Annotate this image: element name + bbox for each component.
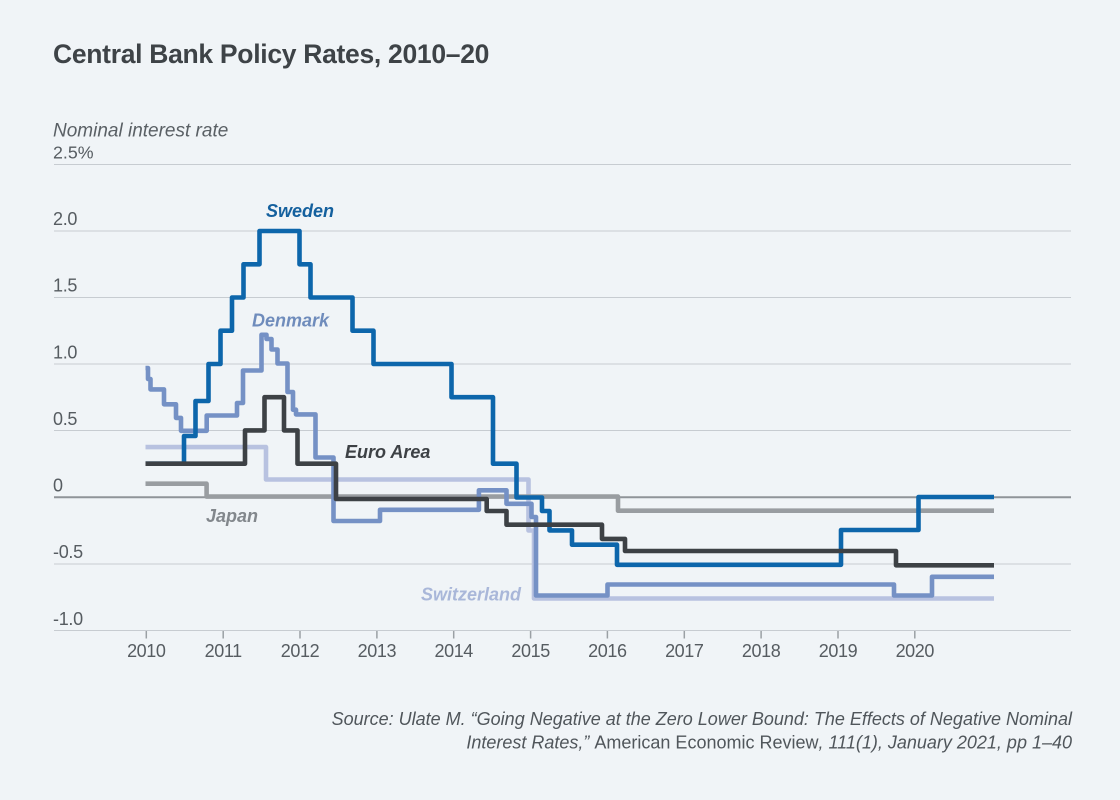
svg-text:Nominal interest rate: Nominal interest rate <box>53 121 228 142</box>
svg-text:-1.0: -1.0 <box>53 609 83 629</box>
svg-text:2010: 2010 <box>127 641 166 661</box>
svg-text:2.5%: 2.5% <box>53 142 94 162</box>
svg-text:1.5: 1.5 <box>53 276 77 296</box>
svg-text:2017: 2017 <box>665 641 704 661</box>
svg-text:Source: Ulate M. “Going Negati: Source: Ulate M. “Going Negative at the … <box>332 709 1073 729</box>
svg-text:2013: 2013 <box>358 641 397 661</box>
svg-text:Sweden: Sweden <box>266 201 334 221</box>
svg-text:2014: 2014 <box>434 641 473 661</box>
svg-text:0.5: 0.5 <box>53 409 77 429</box>
svg-text:Central Bank Policy Rates, 201: Central Bank Policy Rates, 2010–20 <box>53 39 489 69</box>
svg-text:2.0: 2.0 <box>53 209 77 229</box>
svg-text:2016: 2016 <box>588 641 627 661</box>
svg-text:2018: 2018 <box>742 641 781 661</box>
svg-text:2019: 2019 <box>819 641 858 661</box>
svg-text:2015: 2015 <box>511 641 550 661</box>
svg-text:Euro Area: Euro Area <box>345 442 430 462</box>
svg-text:Denmark: Denmark <box>252 311 330 331</box>
svg-text:2011: 2011 <box>205 641 242 661</box>
svg-text:2012: 2012 <box>281 641 320 661</box>
svg-text:0: 0 <box>53 476 63 496</box>
svg-text:1.0: 1.0 <box>53 342 77 362</box>
svg-text:-0.5: -0.5 <box>53 542 83 562</box>
svg-text:2020: 2020 <box>896 641 935 661</box>
svg-text:Japan: Japan <box>206 506 258 526</box>
svg-text:Switzerland: Switzerland <box>421 585 522 605</box>
svg-text:Interest Rates,” American Econ: Interest Rates,” American Economic Revie… <box>466 733 1072 753</box>
